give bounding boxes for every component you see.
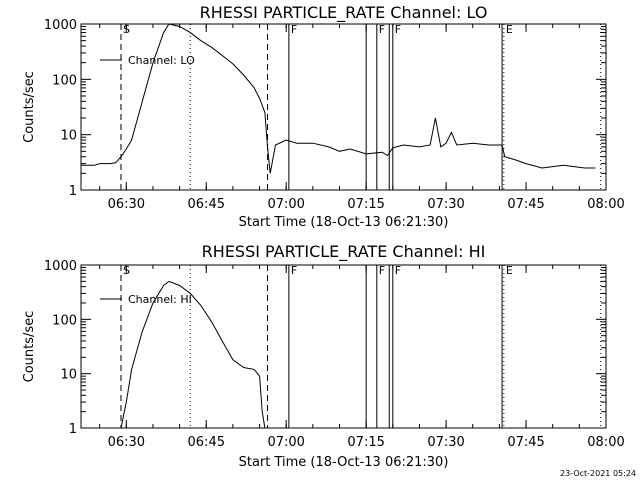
event-marker-label: F bbox=[395, 23, 401, 36]
chart-panel-2: RHESSI PARTICLE_RATE Channel: HI 06:30 06:… bbox=[22, 242, 625, 470]
x-axis-label: Start Time (18-Oct-13 06:21:30) bbox=[239, 455, 449, 470]
event-marker-label: S bbox=[123, 264, 130, 277]
y-tick-label: 1000 bbox=[44, 259, 77, 274]
event-marker-label: F bbox=[379, 23, 385, 36]
y-tick-label: 10 bbox=[60, 129, 77, 144]
plot-frame bbox=[80, 23, 607, 191]
y-tick-label: 1000 bbox=[44, 18, 77, 33]
y-tick-label: 100 bbox=[52, 73, 77, 88]
event-marker-label: F bbox=[395, 264, 401, 277]
x-tick-label: 07:45 bbox=[507, 435, 544, 450]
event-marker-label: S bbox=[123, 23, 130, 36]
y-axis-label: Counts/sec bbox=[22, 71, 37, 143]
x-axis-label: Start Time (18-Oct-13 06:21:30) bbox=[239, 215, 449, 230]
x-tick-label: 07:00 bbox=[267, 435, 304, 450]
y-tick-label: 1 bbox=[69, 422, 77, 437]
chart-title: RHESSI PARTICLE_RATE Channel: LO bbox=[200, 3, 488, 23]
event-marker-label: E bbox=[506, 264, 513, 277]
series-line bbox=[81, 23, 596, 174]
series-line bbox=[120, 280, 266, 429]
x-tick-label: 06:45 bbox=[188, 197, 225, 212]
x-tick-label: 07:15 bbox=[347, 435, 384, 450]
x-tick-label: 06:45 bbox=[188, 435, 225, 450]
event-marker-label: F bbox=[379, 264, 385, 277]
legend-label: Channel: HI bbox=[128, 293, 192, 306]
y-tick-label: 10 bbox=[60, 368, 77, 383]
legend-label: Channel: LO bbox=[128, 54, 195, 67]
x-tick-label: 06:30 bbox=[108, 197, 145, 212]
x-tick-label: 06:30 bbox=[108, 435, 145, 450]
x-tick-label: 07:45 bbox=[507, 197, 544, 212]
plot-frame bbox=[80, 264, 607, 429]
chart-title: RHESSI PARTICLE_RATE Channel: HI bbox=[202, 242, 486, 262]
event-marker-label: E bbox=[506, 23, 513, 36]
footer-timestamp: 23-Oct-2021 05:24 bbox=[560, 469, 636, 478]
x-tick-label: 08:00 bbox=[587, 197, 624, 212]
x-tick-label: 07:30 bbox=[427, 197, 464, 212]
x-tick-label: 08:00 bbox=[587, 435, 624, 450]
y-axis-label: Counts/sec bbox=[22, 311, 37, 383]
y-tick-label: 100 bbox=[52, 313, 77, 328]
chart-panel-1: RHESSI PARTICLE_RATE Channel: LO 06:30 06:… bbox=[22, 3, 625, 230]
x-tick-label: 07:00 bbox=[267, 197, 304, 212]
x-tick-label: 07:30 bbox=[427, 435, 464, 450]
event-marker-label: F bbox=[291, 264, 297, 277]
x-tick-label: 07:15 bbox=[347, 197, 384, 212]
event-marker-label: F bbox=[291, 23, 297, 36]
y-tick-label: 1 bbox=[69, 184, 77, 199]
